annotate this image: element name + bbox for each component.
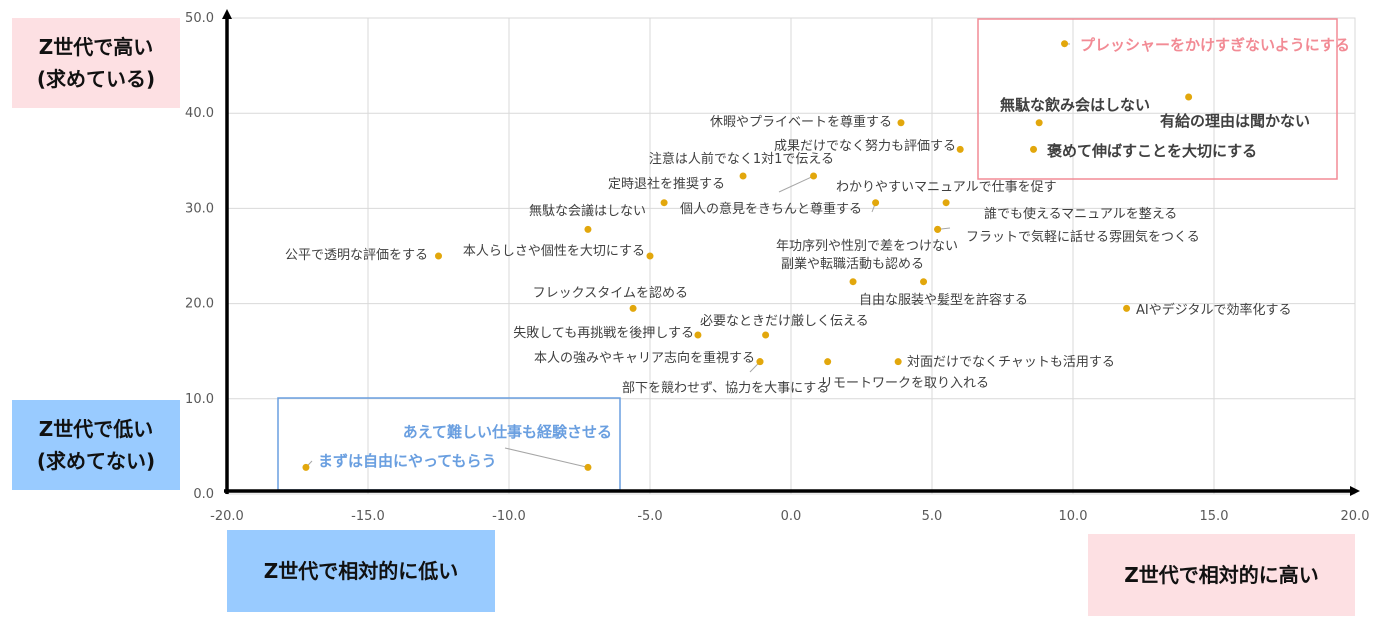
relatively-high-label-box: Z世代で相対的に高い — [1088, 534, 1355, 616]
data-point — [897, 119, 905, 127]
tick-labels: -20.0 -15.0 -10.0 -5.0 0.0 5.0 10.0 15.0 20.0 0.0… — [185, 11, 1369, 524]
data-label: 部下を競わせず、協力を大事にする — [622, 381, 829, 396]
leader-line — [504, 447, 589, 468]
data-point — [956, 145, 964, 153]
data-point — [646, 252, 654, 260]
data-label: 公平で透明な評価をする — [285, 248, 428, 263]
data-point — [1061, 40, 1069, 48]
data-label: まずは自由にやってもらう — [318, 452, 497, 470]
data-label: わかりやすいマニュアルで仕事を促す — [836, 180, 1057, 195]
data-point — [756, 358, 764, 366]
x-tick-label: 5.0 — [922, 509, 943, 524]
data-point — [584, 463, 592, 471]
relatively-low-label-box: Z世代で相対的に低い — [227, 530, 495, 612]
data-point — [824, 358, 832, 366]
data-point — [584, 225, 592, 233]
high-zgen-label-box: Z世代で高い (求めている) — [12, 18, 180, 108]
data-labels: プレッシャーをかけすぎないようにする有給の理由は聞かない無駄な飲み会はしない褒め… — [285, 36, 1350, 470]
data-label: 対面だけでなくチャットも活用する — [907, 355, 1115, 370]
y-tick-label: 50.0 — [185, 11, 214, 26]
data-point — [942, 199, 950, 207]
y-tick-label: 0.0 — [193, 487, 214, 502]
data-label: 年功序列や性別で差をつけない — [776, 239, 958, 254]
x-tick-label: -10.0 — [492, 509, 526, 524]
data-label: 褒めて伸ばすことを大切にする — [1046, 142, 1257, 160]
data-label: AIやデジタルで効率化する — [1136, 302, 1291, 318]
data-point — [810, 172, 818, 180]
data-label: リモートワークを取り入れる — [820, 376, 989, 391]
data-point — [1123, 304, 1131, 312]
data-label: 誰でも使えるマニュアルを整える — [984, 206, 1177, 222]
data-label: 個人の意見をきちんと尊重する — [680, 201, 862, 217]
data-point — [1030, 145, 1038, 153]
highlight-box-blue — [277, 397, 621, 491]
data-point — [660, 199, 668, 207]
highlight-box-pink — [977, 18, 1338, 180]
data-label: フレックスタイムを認める — [533, 285, 688, 301]
data-label: 必要なときだけ厳しく伝える — [700, 314, 869, 329]
data-points — [302, 40, 1193, 471]
data-point — [1185, 93, 1193, 101]
data-point — [894, 358, 902, 366]
low-zgen-label-line1: Z世代で低い — [38, 417, 154, 441]
data-point — [435, 252, 442, 260]
x-tick-label: 10.0 — [1059, 509, 1088, 524]
data-label: 無駄な会議はしない — [529, 204, 646, 219]
data-label: 本人らしさや個性を大切にする — [463, 244, 645, 259]
data-point — [739, 172, 747, 180]
data-label: フラットで気軽に話せる雰囲気をつくる — [966, 229, 1200, 245]
axes — [222, 9, 1360, 496]
x-tick-label: 15.0 — [1200, 509, 1229, 524]
data-point — [1035, 119, 1043, 127]
data-point — [934, 225, 942, 233]
high-zgen-label-line2: (求めている) — [36, 67, 156, 91]
data-point — [920, 278, 928, 286]
data-point — [872, 199, 880, 207]
x-tick-label: -5.0 — [637, 509, 662, 524]
data-point — [694, 331, 702, 339]
low-zgen-label-line2: (求めてない) — [36, 449, 156, 473]
relatively-high-label: Z世代で相対的に高い — [1124, 563, 1319, 587]
data-label: プレッシャーをかけすぎないようにする — [1080, 36, 1350, 54]
data-label: 定時退社を推奨する — [608, 176, 725, 192]
x-tick-label: -15.0 — [351, 509, 385, 524]
data-point — [302, 463, 310, 471]
x-tick-label: -20.0 — [210, 509, 244, 524]
low-zgen-label-box: Z世代で低い (求めてない) — [12, 400, 180, 490]
y-tick-label: 20.0 — [185, 297, 214, 312]
data-label: 有給の理由は聞かない — [1160, 112, 1310, 130]
data-label: 休暇やプライベートを尊重する — [710, 114, 892, 130]
data-point — [762, 331, 770, 339]
leader-line — [778, 175, 814, 193]
y-tick-label: 30.0 — [185, 201, 214, 216]
data-label: 成果だけでなく努力も評価する — [774, 139, 956, 154]
data-point — [629, 304, 637, 312]
data-label: 無駄な飲み会はしない — [1000, 96, 1150, 114]
data-point — [849, 278, 857, 286]
x-tick-label: 0.0 — [781, 509, 802, 524]
data-label: 注意は人前でなく1対1で伝える — [649, 151, 834, 167]
data-label: 本人の強みやキャリア志向を重視する — [534, 350, 755, 366]
data-label: 失敗しても再挑戦を後押しする — [513, 326, 694, 341]
data-label: 自由な服装や髪型を許容する — [859, 292, 1028, 308]
y-tick-label: 40.0 — [185, 106, 214, 121]
x-tick-label: 20.0 — [1341, 509, 1370, 524]
relatively-low-label: Z世代で相対的に低い — [263, 559, 459, 583]
data-label: あえて難しい仕事も経験させる — [403, 423, 612, 441]
data-label: 副業や転職活動も認める — [781, 256, 924, 272]
high-zgen-label-line1: Z世代で高い — [38, 35, 154, 59]
y-tick-label: 10.0 — [185, 392, 214, 407]
